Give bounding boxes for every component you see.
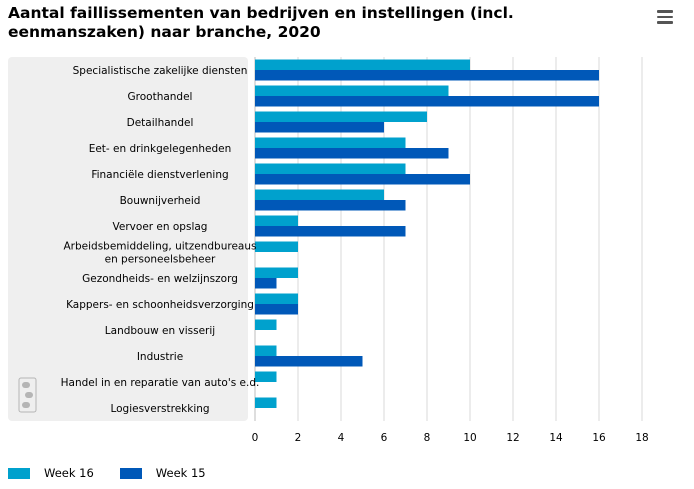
bar-week15 — [255, 174, 470, 185]
x-tick-label: 14 — [549, 432, 563, 444]
chart-legend: Week 16 Week 15 — [8, 466, 232, 480]
bar-week15 — [255, 70, 599, 81]
bar-week16 — [255, 85, 449, 96]
x-tick-label: 4 — [338, 432, 345, 444]
bar-week16 — [255, 371, 277, 382]
x-tick-label: 0 — [252, 432, 259, 444]
category-label: Specialistische zakelijke diensten — [73, 65, 248, 77]
bar-week15 — [255, 200, 406, 211]
bar-week16 — [255, 137, 406, 148]
x-tick-label: 12 — [506, 432, 519, 444]
chart-title: Aantal faillissementen van bedrijven en … — [8, 4, 514, 41]
bar-week16 — [255, 319, 277, 330]
bar-week16 — [255, 293, 298, 304]
category-label: Handel in en reparatie van auto's e.d. — [61, 377, 260, 389]
bar-week16 — [255, 189, 384, 200]
x-tick-label: 16 — [592, 432, 606, 444]
bar-week16 — [255, 241, 298, 252]
category-label: Kappers- en schoonheidsverzorging — [66, 299, 254, 311]
legend-label-week15: Week 15 — [155, 466, 206, 480]
bars — [255, 59, 599, 408]
x-axis-tick-labels: 0 2 4 6 8 10 12 14 16 18 — [252, 432, 649, 444]
x-tick-label: 8 — [424, 432, 431, 444]
x-tick-label: 18 — [635, 432, 648, 444]
bar-week16 — [255, 111, 427, 122]
bar-week16 — [255, 59, 470, 70]
bar-week15 — [255, 96, 599, 107]
cbs-logo-icon — [18, 377, 37, 413]
bar-week16 — [255, 163, 406, 174]
x-tick-label: 2 — [295, 432, 302, 444]
bar-week16 — [255, 397, 277, 408]
bar-week16 — [255, 215, 298, 226]
legend-swatch-week15 — [119, 467, 142, 479]
category-label: Vervoer en opslag — [113, 221, 208, 233]
category-label: Groothandel — [128, 91, 193, 103]
bar-chart: Specialistische zakelijke diensten Grooth… — [8, 57, 649, 444]
bar-week15 — [255, 122, 384, 133]
category-label: Logiesverstrekking — [110, 403, 209, 415]
x-tick-label: 6 — [381, 432, 388, 444]
bar-week15 — [255, 356, 363, 367]
category-label: Bouwnijverheid — [120, 195, 201, 207]
category-label: Industrie — [137, 351, 183, 363]
bar-week15 — [255, 304, 298, 315]
legend-item-week16[interactable]: Week 16 — [8, 466, 94, 480]
legend-label-week16: Week 16 — [44, 466, 94, 480]
category-label: en personeelsbeheer — [105, 254, 216, 266]
bar-week15 — [255, 226, 406, 237]
bar-week16 — [255, 345, 277, 356]
legend-swatch-week16 — [8, 467, 30, 479]
category-panel — [8, 57, 248, 421]
category-label: Financiële dienstverlening — [91, 169, 228, 181]
bar-week15 — [255, 278, 277, 289]
legend-item-week15[interactable]: Week 15 — [119, 466, 206, 480]
bar-week15 — [255, 148, 449, 159]
hamburger-menu-icon[interactable] — [657, 10, 673, 24]
category-labels: Specialistische zakelijke diensten Grooth… — [61, 65, 260, 415]
x-tick-label: 10 — [463, 432, 476, 444]
category-label: Eet- en drinkgelegenheden — [89, 143, 232, 155]
category-label: Gezondheids- en welzijnszorg — [82, 273, 238, 285]
category-label: Arbeidsbemiddeling, uitzendbureaus — [64, 241, 257, 253]
category-label: Detailhandel — [127, 117, 194, 129]
category-label: Landbouw en visserij — [105, 325, 215, 337]
bar-week16 — [255, 267, 298, 278]
